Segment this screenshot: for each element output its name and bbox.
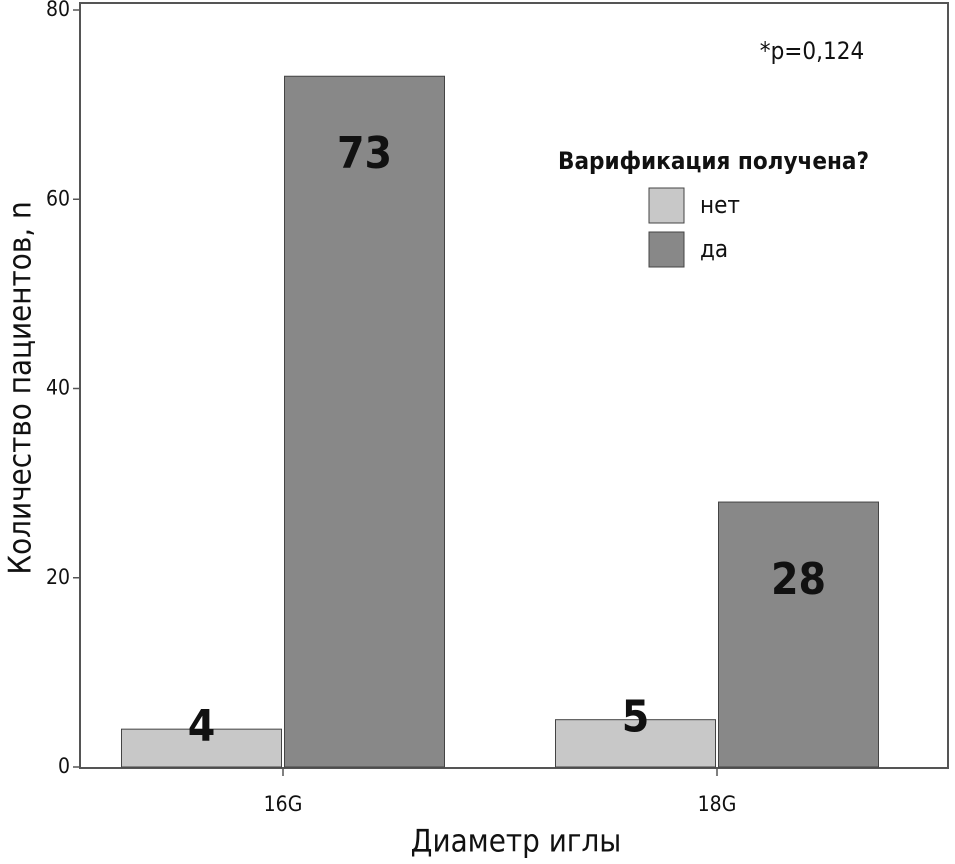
y-axis-label: Количество пациентов, n [3,201,39,574]
bar [284,75,445,768]
legend-title: Варификация получена? [558,147,869,175]
bar [121,728,282,768]
legend-label: да [700,235,728,263]
y-tick-label: 0 [58,754,70,778]
x-axis-label: Диаметр иглы [411,824,622,860]
value-label: 5 [622,692,650,743]
value-label: 28 [771,554,826,605]
y-tick-label: 20 [46,565,70,589]
x-tick-label: 18G [698,792,737,816]
y-tick-label: 60 [46,186,70,210]
legend-swatch [648,187,685,224]
value-label: 73 [337,128,392,179]
legend-label: нет [700,191,740,219]
legend-swatch [648,231,685,268]
bar [555,719,716,768]
annotation: *p=0,124 [760,37,864,65]
y-tick-label: 40 [46,376,70,400]
value-label: 4 [188,701,216,752]
bar [718,501,879,768]
x-tick-label: 16G [264,792,303,816]
y-tick-label: 80 [46,0,70,21]
